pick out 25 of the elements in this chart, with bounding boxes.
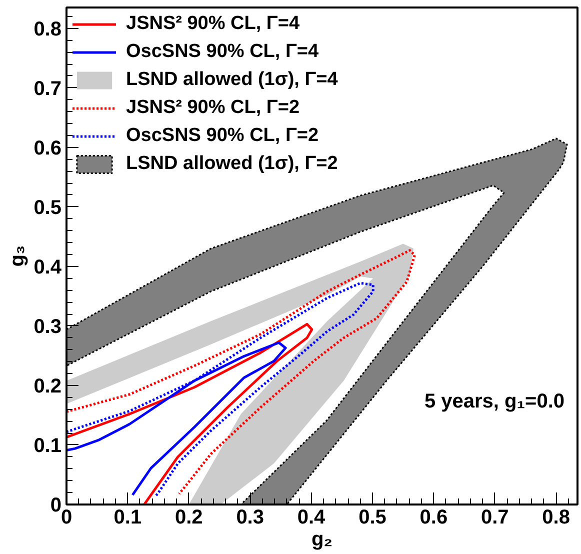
y-tick-label: 0.3 [34,316,62,338]
legend-label: LSND allowed (1σ), Γ=4 [126,69,338,91]
y-tick-label: 0.2 [34,375,62,398]
y-axis-title: g₃ [6,245,29,267]
x-tick-label: 0.7 [480,506,509,528]
x-axis-title: g₂ [311,528,333,550]
x-tick-label: 0.2 [174,506,203,528]
annotation: 5 years, g₁=0.0 [424,390,565,412]
legend-label: JSNS² 90% CL, Γ=4 [126,13,300,35]
y-tick-label: 0.4 [34,256,62,278]
x-tick-label: 0.6 [420,506,448,528]
x-tick-label: 0.1 [114,506,142,528]
y-tick-label: 0.8 [34,18,62,40]
x-tick-label: 0.4 [297,506,326,528]
y-tick-label: 0.1 [34,434,62,457]
y-tick-label: 0.6 [34,137,62,160]
legend-label: OscSNS 90% CL, Γ=2 [126,125,319,147]
y-tick-label: 0.5 [34,196,62,219]
legend-label: LSND allowed (1σ), Γ=2 [126,153,338,175]
legend-label: OscSNS 90% CL, Γ=4 [126,41,319,63]
x-tick-label: 0.5 [358,506,386,528]
x-tick-label: 0.3 [236,506,264,528]
x-tick-label: 0.8 [542,506,570,528]
y-tick-label: 0.7 [34,78,62,100]
legend-label: JSNS² 90% CL, Γ=2 [126,97,300,119]
